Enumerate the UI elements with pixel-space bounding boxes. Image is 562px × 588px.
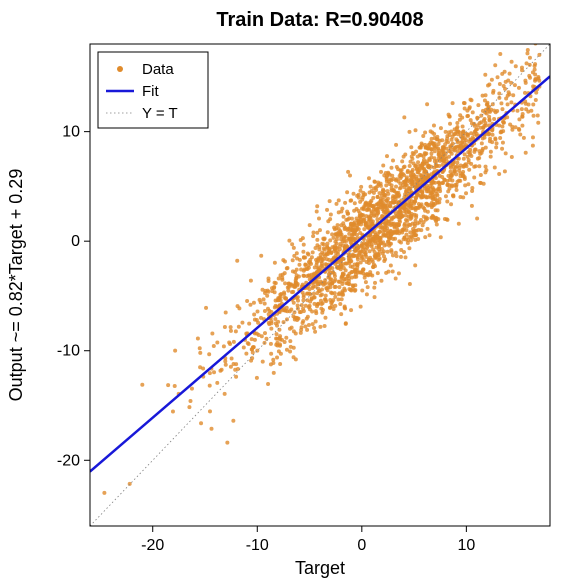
legend-label: Data	[142, 61, 174, 78]
ytick-label: -20	[57, 452, 80, 469]
xtick-label: 0	[357, 537, 366, 554]
ytick-label: -10	[57, 343, 80, 360]
legend-label: Y = T	[142, 105, 178, 122]
ytick-label: 0	[71, 233, 80, 250]
legend: Data Fit Y = T	[98, 52, 208, 128]
xtick-label: -10	[246, 537, 269, 554]
ytick-label: 10	[62, 124, 80, 141]
y-axis-label: Output ~= 0.82*Target + 0.29	[6, 169, 26, 402]
legend-label: Fit	[142, 83, 159, 100]
chart-svg: -20 -10 0 10 -20 -10 0 10 Train Data: R=0.90408 T…	[0, 0, 562, 588]
x-axis-label: Target	[295, 558, 345, 578]
regression-chart: -20 -10 0 10 -20 -10 0 10 Train Data: R=0.90408 T…	[0, 0, 562, 588]
chart-title: Train Data: R=0.90408	[216, 9, 423, 31]
xtick-label: -20	[141, 537, 164, 554]
xtick-label: 10	[457, 537, 475, 554]
